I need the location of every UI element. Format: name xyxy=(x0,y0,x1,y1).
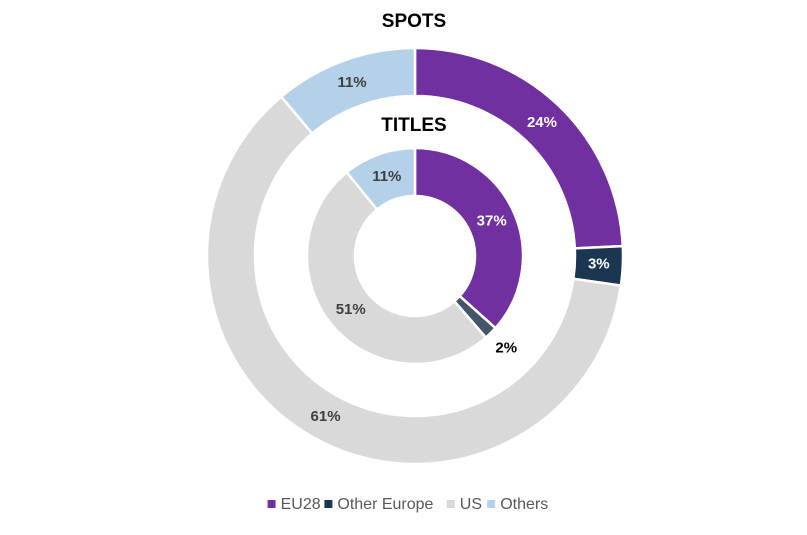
value-label: 3% xyxy=(588,256,610,273)
value-label: 2% xyxy=(495,340,517,357)
value-label: 11% xyxy=(372,168,401,185)
chart-title: SPOTS xyxy=(382,11,446,32)
legend-label: EU28 xyxy=(281,496,321,513)
value-label: 37% xyxy=(477,213,507,230)
legend-label: Other Europe xyxy=(337,496,433,513)
legend-label: Others xyxy=(500,496,548,513)
legend-label: US xyxy=(460,496,482,513)
legend-swatch xyxy=(324,500,333,508)
chart-title: TITLES xyxy=(381,115,446,136)
donut-slice xyxy=(344,146,417,212)
donut-slice xyxy=(413,46,625,250)
donut-slice xyxy=(279,46,417,136)
legend-swatch xyxy=(267,500,276,508)
value-label: 61% xyxy=(311,408,341,425)
donut-slice xyxy=(305,170,488,366)
value-label: 24% xyxy=(527,114,557,131)
legend-swatch xyxy=(487,500,496,508)
legend-swatch xyxy=(446,500,455,508)
value-label: 11% xyxy=(337,74,366,91)
donut-slice xyxy=(413,146,525,330)
value-label: 51% xyxy=(336,301,366,318)
donut-slice xyxy=(205,94,623,466)
